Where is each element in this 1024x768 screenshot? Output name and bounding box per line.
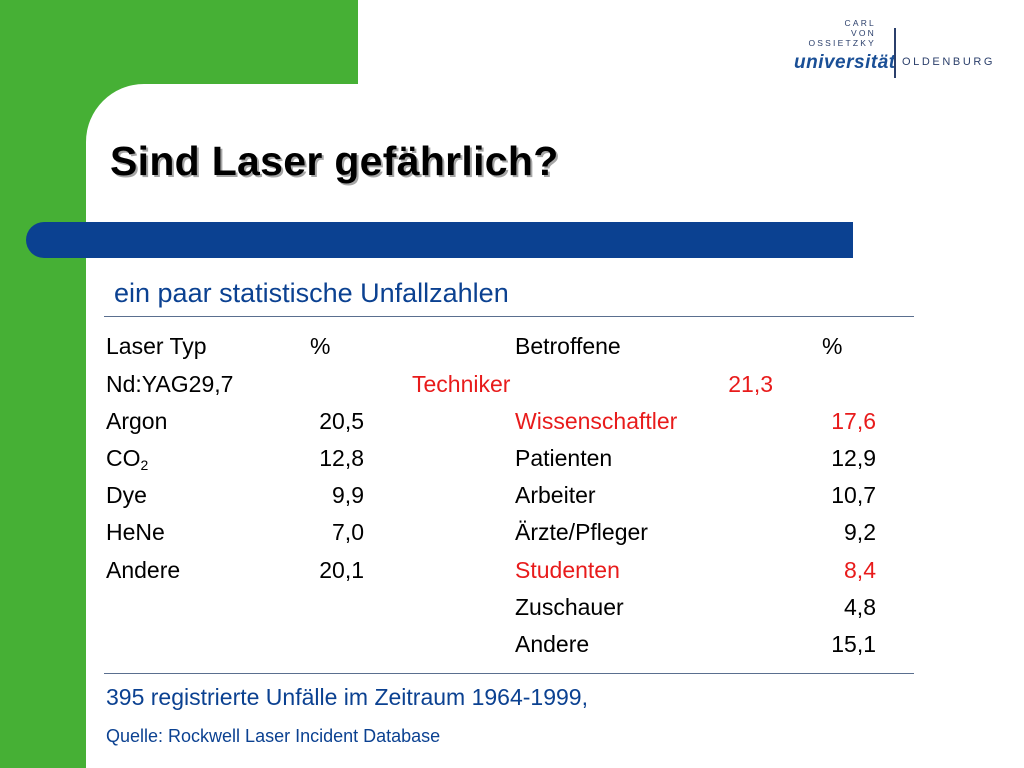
row6-pct-betroffene: 8,4 [844, 557, 876, 583]
row2-laser: Argon [106, 408, 168, 434]
logo-universitaet: universität [794, 52, 896, 73]
table-top-rule [104, 316, 914, 317]
university-logo: CARL VON OSSIETZKY universität OLDENBURG [788, 18, 1000, 84]
row6-betroffene: Studenten [515, 557, 620, 583]
row7-betroffene: Zuschauer [515, 594, 624, 620]
row4-betroffene: Arbeiter [515, 482, 596, 508]
white-top-area [358, 0, 1024, 84]
logo-separator [894, 28, 896, 78]
header-laser-typ: Laser Typ [106, 333, 207, 359]
row5-pct-betroffene: 9,2 [844, 519, 876, 545]
title-underline-bar [26, 222, 853, 258]
row1-laser: Nd:YAG29,7 [106, 371, 234, 397]
row3-betroffene: Patienten [515, 445, 613, 471]
header-betroffene: Betroffene [515, 333, 621, 359]
logo-line-carl: CARL [844, 18, 876, 28]
row3-laser-text: CO [106, 445, 141, 471]
row2-pct-laser: 20,5 [319, 408, 364, 434]
row1-pct-betroffene: 21,3 [728, 371, 773, 397]
logo-oldenburg: OLDENBURG [902, 56, 996, 68]
row5-betroffene: Ärzte/Pfleger [515, 519, 648, 545]
row6-laser: Andere [106, 557, 181, 583]
logo-line-von: VON [850, 28, 876, 38]
table-bottom-rule [104, 673, 914, 674]
row4-pct-laser: 9,9 [332, 482, 364, 508]
row5-pct-laser: 7,0 [332, 519, 364, 545]
content-area [86, 84, 1024, 768]
header-pct-betroffene: % [822, 333, 843, 359]
row3-laser-subscript: 2 [140, 457, 149, 473]
row3-pct-betroffene: 12,9 [831, 445, 876, 471]
row3-pct-laser: 12,8 [319, 445, 364, 471]
footer-source: Quelle: Rockwell Laser Incident Database [106, 726, 441, 746]
footer-summary: 395 registrierte Unfälle im Zeitraum 196… [106, 684, 588, 710]
row3-laser: CO2 [106, 445, 149, 473]
logo-line-ossietzky: OSSIETZKY [808, 38, 876, 48]
slide-title: Sind Laser gefährlich? [110, 138, 559, 184]
row4-laser: Dye [106, 482, 147, 508]
row2-pct-betroffene: 17,6 [831, 408, 876, 434]
row8-pct-betroffene: 15,1 [831, 631, 876, 657]
row8-betroffene: Andere [515, 631, 590, 657]
row2-betroffene: Wissenschaftler [515, 408, 678, 434]
row6-pct-laser: 20,1 [319, 557, 364, 583]
row1-betroffene: Techniker [412, 371, 511, 397]
row4-pct-betroffene: 10,7 [831, 482, 876, 508]
row7-pct-betroffene: 4,8 [844, 594, 876, 620]
slide-subtitle: ein paar statistische Unfallzahlen [114, 278, 509, 308]
header-pct-laser: % [310, 333, 331, 359]
row5-laser: HeNe [106, 519, 165, 545]
